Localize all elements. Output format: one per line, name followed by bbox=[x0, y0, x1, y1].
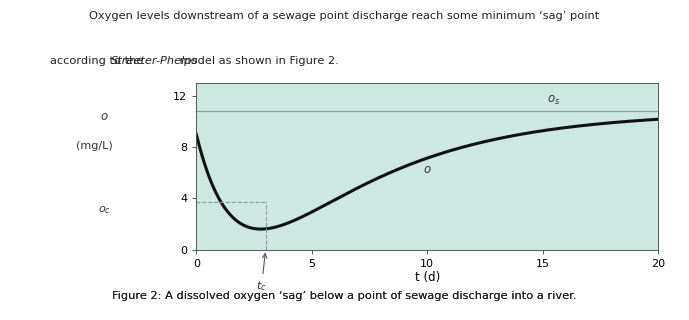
Text: Oxygen levels downstream of a sewage point discharge reach some minimum ‘sag’ po: Oxygen levels downstream of a sewage poi… bbox=[90, 11, 599, 21]
Text: according to the: according to the bbox=[50, 56, 147, 66]
Text: $o$: $o$ bbox=[422, 163, 431, 176]
Text: Figure 2: A dissolved oxygen ‘sag’ below a point of sewage discharge into a rive: Figure 2: A dissolved oxygen ‘sag’ below… bbox=[112, 291, 577, 301]
Text: $o_s$: $o_s$ bbox=[547, 94, 561, 107]
Text: model as shown in Figure 2.: model as shown in Figure 2. bbox=[176, 56, 338, 66]
Text: $t_c$: $t_c$ bbox=[256, 253, 267, 293]
Text: Streeter-Phelps: Streeter-Phelps bbox=[111, 56, 198, 66]
Text: $o$: $o$ bbox=[100, 110, 108, 123]
Text: (mg/L): (mg/L) bbox=[76, 141, 113, 151]
Text: Figure 2: A dissolved oxygen ‘sag’ below a point of sewage discharge into a rive: Figure 2: A dissolved oxygen ‘sag’ below… bbox=[112, 291, 577, 301]
Text: $o_c$: $o_c$ bbox=[98, 205, 110, 216]
X-axis label: t (d): t (d) bbox=[415, 271, 440, 284]
